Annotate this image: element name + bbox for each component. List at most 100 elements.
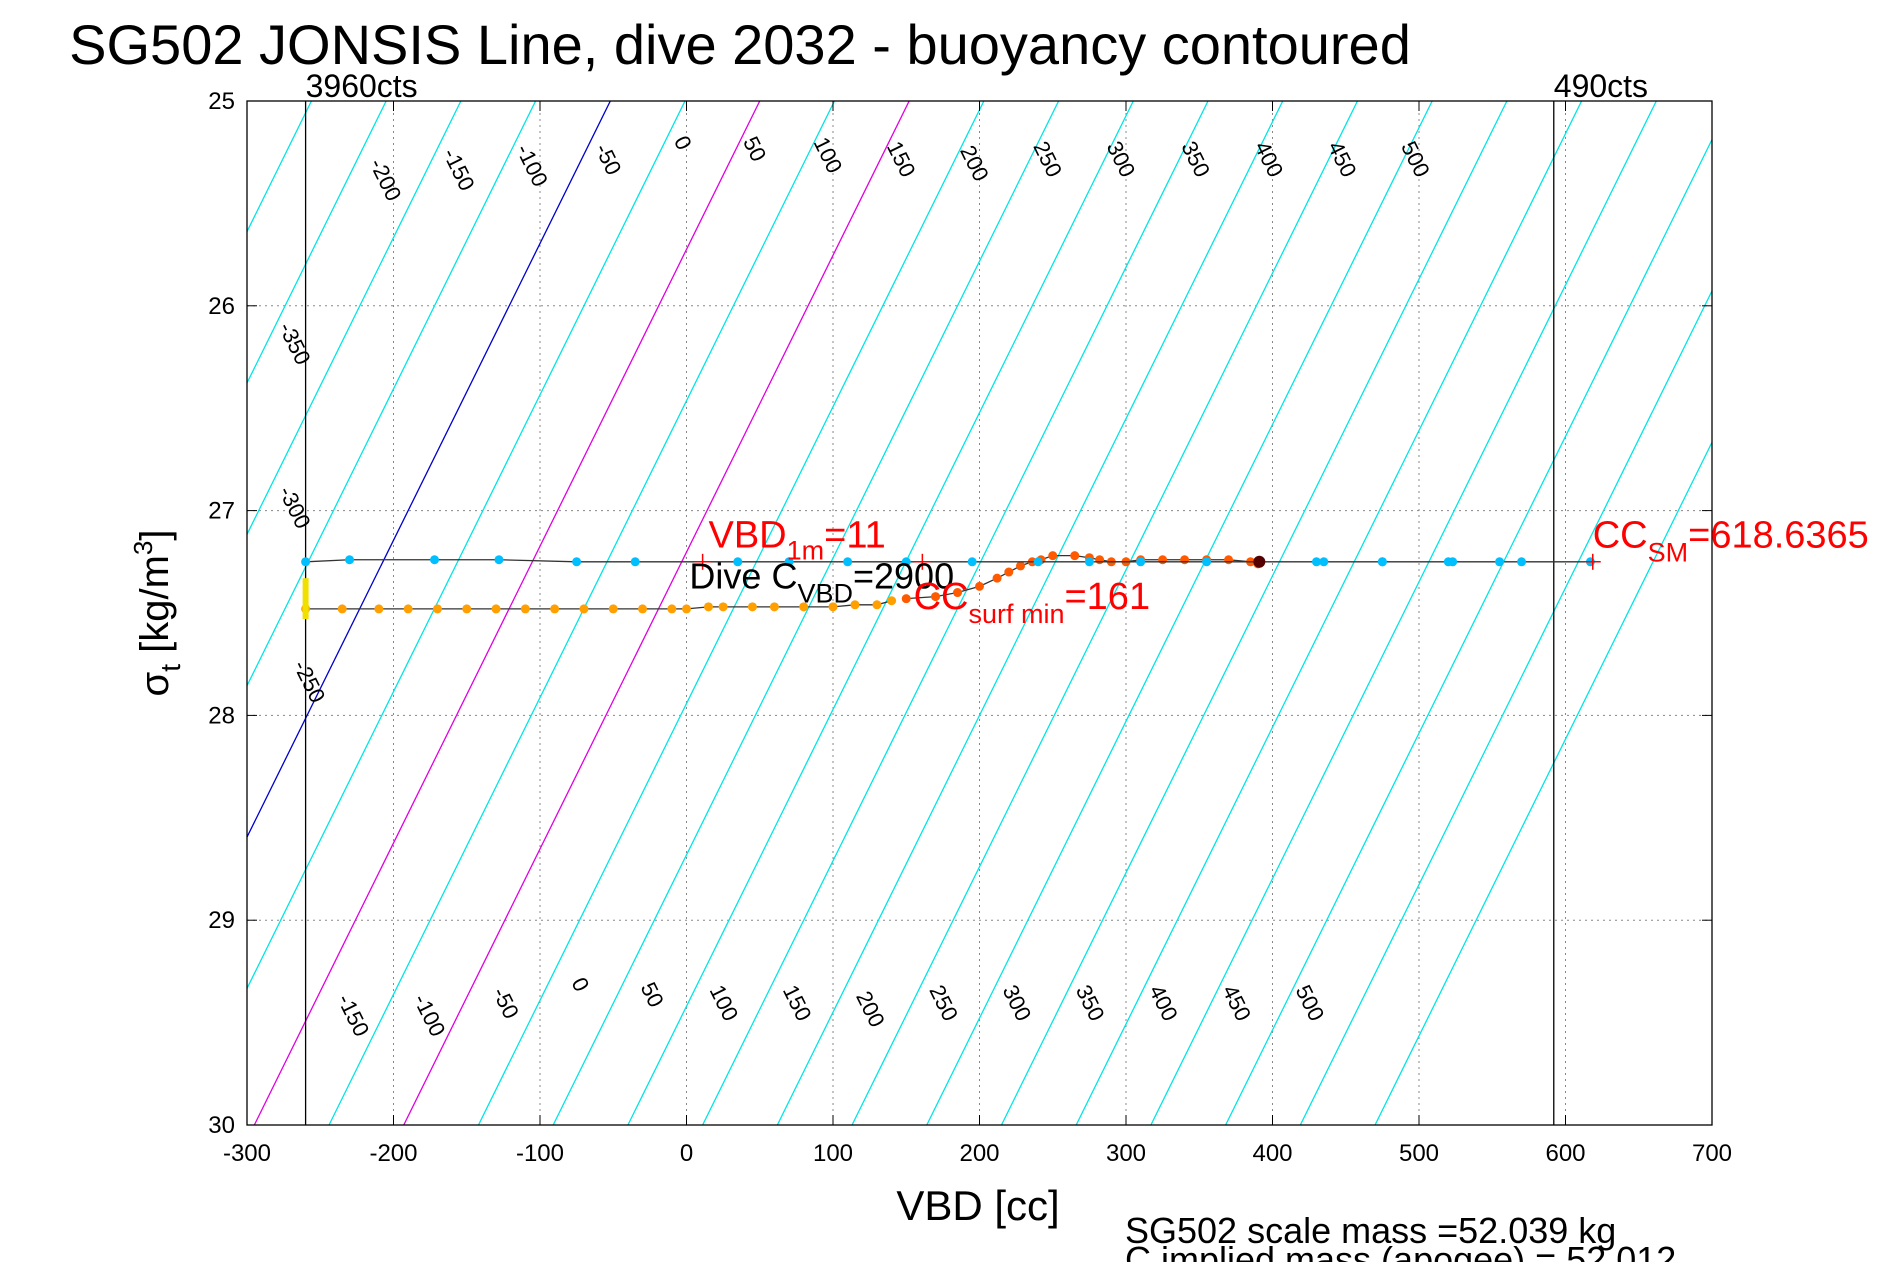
contour-line-100 — [253, 101, 761, 1125]
series-point-dive-10 — [608, 604, 618, 614]
series-point-dive-15 — [718, 602, 728, 612]
cc-surf-min-subscript: surf min — [968, 599, 1064, 629]
series-point-apogee-2 — [953, 588, 963, 598]
series-point-apogee-17 — [1180, 555, 1190, 565]
contour-line-650 — [1075, 101, 1583, 1125]
series-point-dive-8 — [550, 604, 560, 614]
series-line-climb — [305, 559, 1591, 563]
series-point-dive-16 — [747, 602, 757, 612]
contour-line-450 — [776, 101, 1284, 1125]
series-point-climb-17 — [843, 557, 853, 567]
contour-line-750 — [1225, 138, 1712, 1125]
series-point-climb-19 — [733, 557, 743, 567]
series-point-apogee-6 — [1016, 561, 1026, 571]
vbd-1m-label: VBD — [708, 514, 786, 556]
series-point-climb-18 — [784, 557, 794, 567]
contour-line--350 — [0, 101, 86, 1125]
contour-line-550 — [926, 101, 1433, 1125]
series-point-climb-8 — [1377, 557, 1387, 567]
x-tick-label-200: 200 — [959, 1140, 999, 1167]
dive-cvbd-subscript: VBD — [797, 578, 853, 608]
contour-lines — [0, 101, 1712, 1125]
y-tick-label-28: 28 — [208, 702, 235, 729]
series-point-dive-9 — [579, 604, 589, 614]
series-point-dive-14 — [703, 602, 713, 612]
y-axis-label-unit: [kg/m — [133, 555, 177, 664]
series-point-dive-17 — [769, 602, 779, 612]
series-point-dive-22 — [887, 596, 897, 606]
y-axis-label-symbol: σ — [133, 671, 177, 696]
series-point-apogee-0 — [901, 594, 911, 604]
series-point-dive-3 — [403, 604, 413, 614]
limit-lines: 3960cts 490cts — [304, 68, 1648, 1125]
contour-line--150 — [247, 101, 387, 385]
series-point-climb-24 — [345, 555, 355, 565]
series-point-climb-16 — [901, 557, 911, 567]
contour-line-700 — [1150, 101, 1657, 1125]
series-point-climb-25 — [301, 557, 311, 567]
y-tick-label-25: 25 — [208, 88, 235, 115]
series-point-apogee-19 — [1224, 555, 1234, 565]
x-tick-label--100: -100 — [516, 1140, 564, 1167]
contour-line--400 — [0, 101, 13, 1125]
y-axis-label: σt [kg/m3] — [128, 530, 186, 697]
series-point-climb-11 — [1202, 557, 1212, 567]
series-point-apogee-10 — [1070, 551, 1080, 561]
series-point-dive-11 — [638, 604, 648, 614]
x-tick-label-100: 100 — [813, 1140, 853, 1167]
y-axis-ticks: 25 26 27 28 29 30 — [208, 88, 1712, 1139]
dive-cvbd-annotation: Dive CVBD=2900 — [689, 555, 954, 608]
limit-label-1: 490cts — [1554, 68, 1648, 104]
series — [301, 551, 1601, 620]
chart-title: SG502 JONSIS Line, dive 2032 - buoyancy … — [69, 13, 1411, 76]
contour-line-800 — [1299, 289, 1712, 1125]
contour-line-850 — [1374, 440, 1712, 1125]
series-point-dive-4 — [432, 604, 442, 614]
footer-scale-mass: SG502 scale mass =52.039 kg — [1125, 1210, 1616, 1251]
series-point-apogee-3 — [975, 581, 984, 591]
series-point-apogee-16 — [1158, 555, 1168, 565]
series-point-dive-19 — [828, 602, 838, 612]
footer-implied-mass: C implied mass (apogee) = 52.012 — [1125, 1239, 1676, 1262]
series-point-climb-22 — [494, 555, 504, 565]
contour-line-150 — [328, 101, 836, 1125]
series-point-dive-13 — [682, 604, 691, 614]
series-point-climb-14 — [1033, 557, 1043, 567]
y-axis-label-subscript: t — [155, 664, 186, 672]
series-point-climb-21 — [572, 557, 582, 567]
vbd-1m-annotation: VBD1m=11 — [708, 514, 885, 565]
x-tick-label-500: 500 — [1399, 1140, 1439, 1167]
vbd-1m-value: =11 — [824, 514, 886, 556]
series-point-climb-13 — [1084, 557, 1094, 567]
y-tick-label-30: 30 — [208, 1112, 235, 1139]
x-tick-label-0: 0 — [680, 1140, 693, 1167]
series-point-apogee-4 — [992, 573, 1002, 583]
x-tick-label--300: -300 — [223, 1140, 271, 1167]
y-tick-label-29: 29 — [208, 907, 235, 934]
series-point-dive-21 — [872, 600, 882, 610]
y-tick-label-27: 27 — [208, 498, 235, 525]
contour-line--100 — [247, 101, 462, 536]
contour-line-600 — [1000, 101, 1508, 1125]
contour-line--250 — [0, 101, 237, 1125]
cc-sm-subscript: SM — [1648, 537, 1689, 567]
annotations: VBD1m=11 Dive CVBD=2900 CCsurf min=161 C… — [689, 514, 1868, 628]
series-point-apogee-1 — [931, 592, 941, 602]
series-point-climb-7 — [1443, 557, 1453, 567]
series-point-dive-7 — [520, 604, 530, 614]
apogee-marker — [1253, 555, 1266, 568]
y-axis-label-unit-close: ] — [133, 530, 177, 541]
dive-cvbd-value: =2900 — [853, 555, 954, 596]
contour-line-350 — [627, 101, 1134, 1125]
dive-cvbd-label: Dive C — [689, 555, 797, 596]
contour-line--50 — [247, 101, 537, 688]
x-axis-ticks: -300 -200 -100 0 100 200 300 400 500 600 700 — [223, 101, 1732, 1167]
contour-line-0 — [247, 101, 611, 839]
cc-sm-annotation: CCSM=618.6365 — [1593, 514, 1869, 567]
x-tick-label-300: 300 — [1106, 1140, 1146, 1167]
series-point-dive-6 — [491, 604, 501, 614]
cc-sm-value: =618.6365 — [1688, 514, 1869, 556]
contour-line-50 — [247, 101, 686, 990]
cc-surf-min-value: =161 — [1064, 576, 1150, 618]
